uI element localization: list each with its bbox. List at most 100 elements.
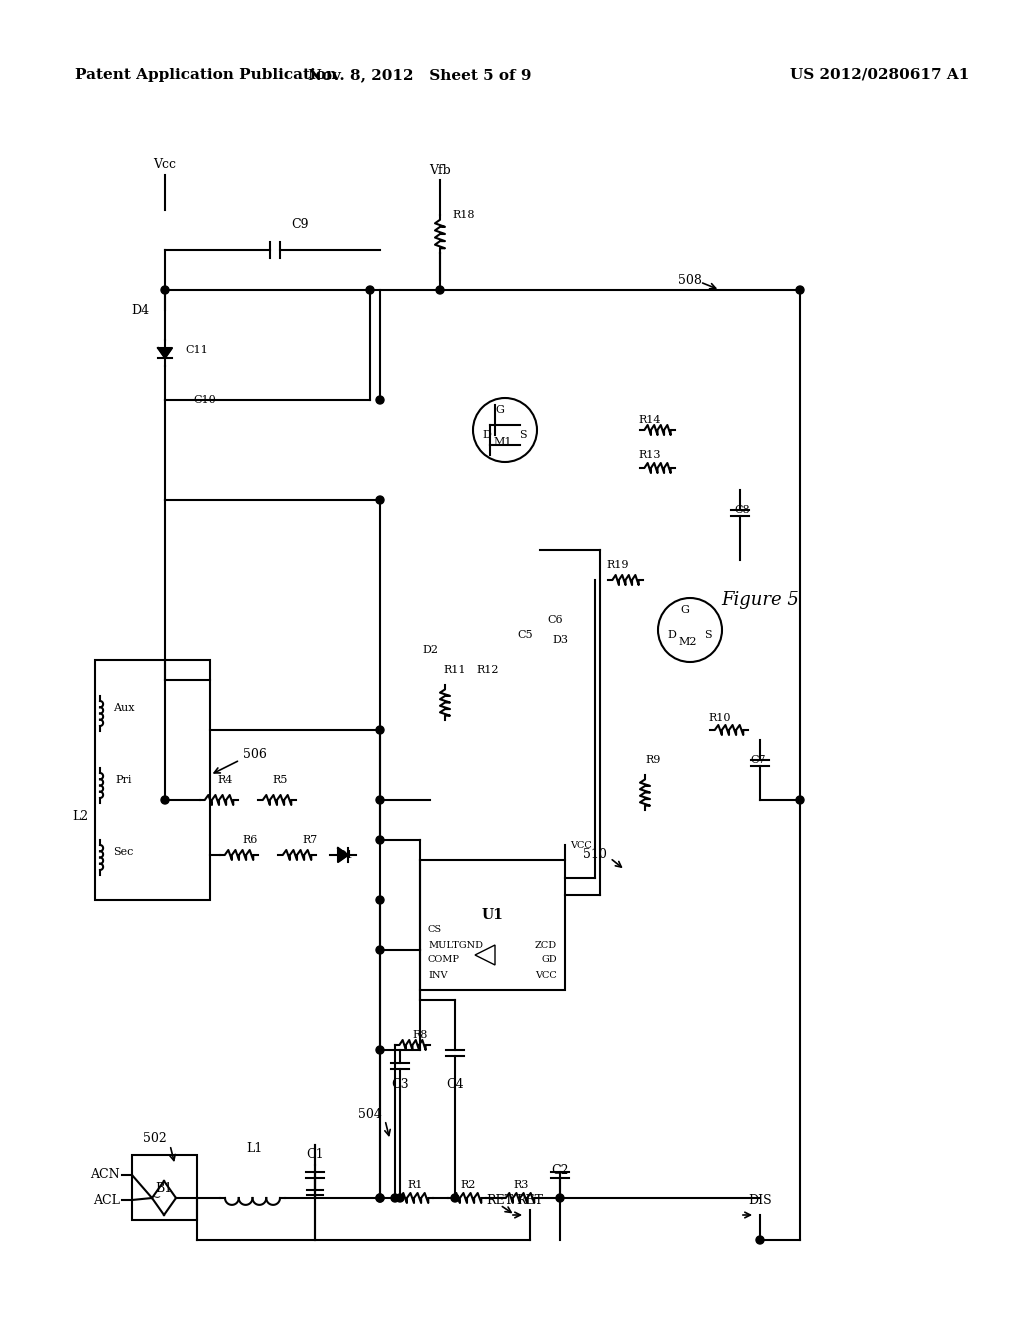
Text: C7: C7 xyxy=(751,755,766,766)
Circle shape xyxy=(161,286,169,294)
Text: R18: R18 xyxy=(452,210,474,220)
Circle shape xyxy=(556,1195,564,1203)
Text: C11: C11 xyxy=(185,345,208,355)
Text: C10: C10 xyxy=(193,395,216,405)
Circle shape xyxy=(376,796,384,804)
Circle shape xyxy=(376,1045,384,1053)
Text: U1: U1 xyxy=(481,908,504,921)
Text: Vfb: Vfb xyxy=(429,164,451,177)
Text: C9: C9 xyxy=(291,219,309,231)
Circle shape xyxy=(376,896,384,904)
Text: D1: D1 xyxy=(337,850,353,861)
Text: C4: C4 xyxy=(446,1078,464,1092)
Text: G: G xyxy=(681,605,689,615)
Text: Figure 5: Figure 5 xyxy=(721,591,799,609)
Text: D4: D4 xyxy=(131,304,150,317)
Circle shape xyxy=(796,796,804,804)
Circle shape xyxy=(436,286,444,294)
Text: R11: R11 xyxy=(443,665,466,675)
Text: R14: R14 xyxy=(639,414,662,425)
Text: C1: C1 xyxy=(306,1148,324,1162)
Circle shape xyxy=(451,1195,459,1203)
Text: C8: C8 xyxy=(734,506,750,515)
Text: 508: 508 xyxy=(678,273,701,286)
Circle shape xyxy=(658,598,722,663)
Text: R4: R4 xyxy=(217,775,232,785)
Text: R7: R7 xyxy=(302,836,317,845)
Text: B1: B1 xyxy=(156,1181,173,1195)
Text: C2: C2 xyxy=(551,1163,568,1176)
Text: 510: 510 xyxy=(583,849,607,862)
Text: L2: L2 xyxy=(72,809,88,822)
Text: ~: ~ xyxy=(148,1191,162,1205)
Text: M2: M2 xyxy=(679,638,697,647)
Text: C6: C6 xyxy=(547,615,563,624)
Text: M1: M1 xyxy=(494,437,512,447)
Text: Pri: Pri xyxy=(116,775,132,785)
Circle shape xyxy=(376,396,384,404)
Text: CS: CS xyxy=(428,925,442,935)
Text: Aux: Aux xyxy=(113,704,134,713)
Text: ACN: ACN xyxy=(90,1168,120,1181)
Text: R9: R9 xyxy=(645,755,660,766)
Text: R8: R8 xyxy=(413,1030,428,1040)
Text: L1: L1 xyxy=(246,1142,262,1155)
Text: R13: R13 xyxy=(639,450,662,459)
Text: 502: 502 xyxy=(143,1131,167,1144)
Circle shape xyxy=(376,836,384,843)
Text: Vcc: Vcc xyxy=(154,158,176,172)
Text: ZCD: ZCD xyxy=(535,940,557,949)
Text: C5: C5 xyxy=(517,630,532,640)
FancyBboxPatch shape xyxy=(132,1155,197,1220)
Text: INV: INV xyxy=(428,970,447,979)
Circle shape xyxy=(376,726,384,734)
Text: R12: R12 xyxy=(477,665,500,675)
Polygon shape xyxy=(475,945,495,965)
Text: S: S xyxy=(519,430,526,440)
Text: G: G xyxy=(496,405,505,414)
Text: US 2012/0280617 A1: US 2012/0280617 A1 xyxy=(791,69,970,82)
Circle shape xyxy=(376,1195,384,1203)
Text: D3: D3 xyxy=(552,635,568,645)
Text: ACL: ACL xyxy=(93,1193,120,1206)
Text: VCC: VCC xyxy=(570,841,592,850)
Text: D2: D2 xyxy=(422,645,438,655)
Text: R6: R6 xyxy=(243,836,258,845)
Text: MULTGND: MULTGND xyxy=(428,940,483,949)
Polygon shape xyxy=(338,847,348,862)
Bar xyxy=(420,861,565,990)
Text: S: S xyxy=(705,630,712,640)
Circle shape xyxy=(391,1195,399,1203)
Text: Patent Application Publication: Patent Application Publication xyxy=(75,69,337,82)
Text: R2: R2 xyxy=(461,1180,476,1191)
Text: RET: RET xyxy=(516,1193,544,1206)
Circle shape xyxy=(366,286,374,294)
Text: Sec: Sec xyxy=(114,847,134,857)
Circle shape xyxy=(396,1195,404,1203)
Text: D: D xyxy=(482,430,492,440)
Circle shape xyxy=(161,796,169,804)
Polygon shape xyxy=(158,348,172,358)
Text: VCC: VCC xyxy=(536,970,557,979)
Text: Nov. 8, 2012   Sheet 5 of 9: Nov. 8, 2012 Sheet 5 of 9 xyxy=(308,69,531,82)
FancyBboxPatch shape xyxy=(95,660,210,900)
Text: R5: R5 xyxy=(272,775,288,785)
Circle shape xyxy=(473,399,537,462)
Text: COMP: COMP xyxy=(428,956,460,965)
Text: RET: RET xyxy=(486,1193,513,1206)
Circle shape xyxy=(796,286,804,294)
Circle shape xyxy=(376,496,384,504)
Circle shape xyxy=(376,1195,384,1203)
Circle shape xyxy=(756,1236,764,1243)
Text: R3: R3 xyxy=(513,1180,528,1191)
Text: R1: R1 xyxy=(408,1180,423,1191)
Text: R10: R10 xyxy=(709,713,731,723)
Text: GD: GD xyxy=(542,956,557,965)
Text: C3: C3 xyxy=(391,1078,409,1092)
Circle shape xyxy=(376,946,384,954)
Text: D: D xyxy=(668,630,677,640)
Text: R19: R19 xyxy=(607,560,630,570)
Text: DIS: DIS xyxy=(749,1193,772,1206)
Text: 506: 506 xyxy=(243,748,267,762)
Text: 504: 504 xyxy=(358,1109,382,1122)
